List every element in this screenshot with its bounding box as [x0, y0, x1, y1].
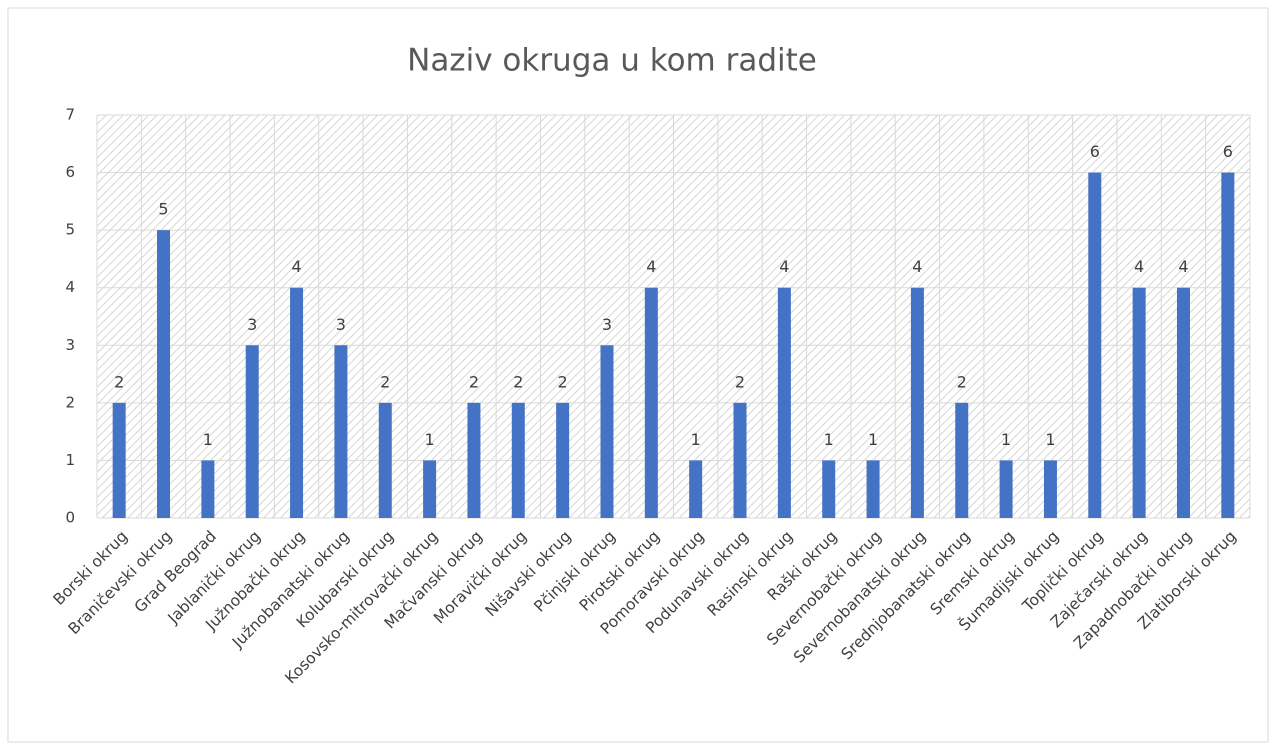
y-tick-label: 5: [65, 221, 75, 239]
y-tick-label: 6: [65, 163, 75, 181]
bar: [423, 460, 437, 518]
data-label: 2: [735, 372, 745, 391]
data-label: 1: [425, 430, 435, 449]
bar: [1221, 172, 1235, 519]
y-tick-label: 4: [65, 278, 75, 296]
bar: [467, 402, 481, 518]
bar: [999, 460, 1013, 518]
data-label: 6: [1090, 142, 1100, 161]
data-label: 2: [513, 372, 523, 391]
data-label: 1: [1045, 430, 1055, 449]
data-label: 1: [691, 430, 701, 449]
y-tick-label: 1: [65, 451, 75, 469]
data-label: 4: [291, 257, 301, 276]
y-tick-label: 7: [65, 106, 75, 124]
data-label: 2: [469, 372, 479, 391]
bar: [955, 402, 969, 518]
bar: [1043, 460, 1057, 518]
bar: [201, 460, 215, 518]
y-tick-label: 3: [65, 336, 75, 354]
data-label: 2: [380, 372, 390, 391]
bar: [112, 402, 126, 518]
bar: [1176, 287, 1190, 518]
bar: [689, 460, 703, 518]
bar: [600, 345, 614, 518]
bar: [1132, 287, 1146, 518]
chart-title: Naziv okruga u kom radite: [407, 43, 817, 79]
bar: [378, 402, 392, 518]
bar: [1088, 172, 1102, 519]
data-label: 2: [957, 372, 967, 391]
data-label: 4: [1178, 257, 1188, 276]
data-label: 4: [912, 257, 922, 276]
bar: [511, 402, 525, 518]
data-label: 3: [247, 315, 257, 334]
bar: [644, 287, 658, 518]
data-label: 4: [646, 257, 656, 276]
bar: [556, 402, 570, 518]
data-label: 1: [1001, 430, 1011, 449]
data-label: 2: [558, 372, 568, 391]
bar: [157, 230, 171, 518]
bar: [290, 287, 304, 518]
bar: [866, 460, 880, 518]
y-tick-label: 0: [65, 509, 75, 527]
data-label: 1: [824, 430, 834, 449]
data-label: 3: [336, 315, 346, 334]
bar: [245, 345, 259, 518]
bar: [910, 287, 924, 518]
data-label: 2: [114, 372, 124, 391]
bar: [777, 287, 791, 518]
data-label: 1: [868, 430, 878, 449]
bar: [822, 460, 836, 518]
data-label: 5: [158, 200, 168, 219]
bar: [733, 402, 747, 518]
data-label: 6: [1223, 142, 1233, 161]
data-label: 3: [602, 315, 612, 334]
data-label: 4: [779, 257, 789, 276]
bar: [334, 345, 348, 518]
data-label: 4: [1134, 257, 1144, 276]
y-tick-label: 2: [65, 393, 75, 411]
data-label: 1: [203, 430, 213, 449]
